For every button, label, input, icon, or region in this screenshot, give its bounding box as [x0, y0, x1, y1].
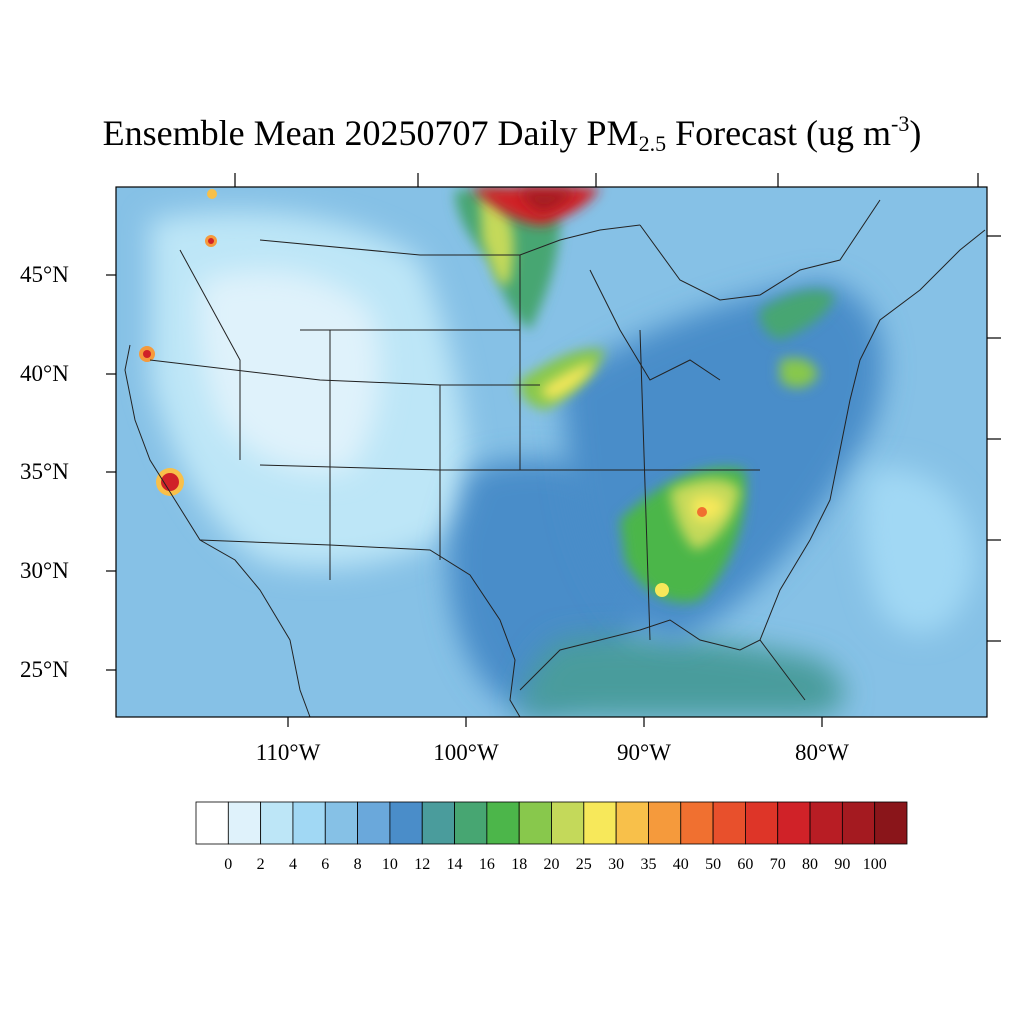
- lon-label: 100°W: [433, 740, 499, 765]
- colorbar-swatch: [809, 801, 843, 845]
- colorbar-swatch: [292, 801, 326, 845]
- lat-label: 35°N: [20, 459, 69, 484]
- colorbar-swatch: [486, 801, 520, 845]
- colorbar-swatch: [551, 801, 585, 845]
- boundary-lines: [124, 199, 986, 718]
- colorbar-label: 90: [834, 856, 851, 873]
- colorbar-label: 16: [478, 856, 495, 873]
- colorbar-label: 50: [705, 856, 722, 873]
- colorbar-swatch: [841, 801, 876, 845]
- colorbar-swatch: [745, 801, 779, 845]
- plot-frame: [115, 186, 988, 718]
- colorbar-label: 60: [737, 856, 754, 873]
- colorbar-label: 14: [446, 856, 463, 873]
- lat-label: 40°N: [20, 361, 69, 386]
- colorbar-swatch: [680, 801, 714, 845]
- title-superscript: -3: [891, 111, 910, 136]
- colorbar-swatch: [260, 801, 294, 845]
- colorbar-swatch: [712, 801, 746, 845]
- colorbar-swatch: [777, 801, 811, 845]
- map-title: Ensemble Mean 20250707 Daily PM2.5 Forec…: [0, 111, 1024, 156]
- colorbar-swatch: [357, 801, 391, 845]
- colorbar-label: 25: [575, 856, 592, 873]
- tick-marks: [106, 173, 1001, 727]
- title-prefix: Ensemble Mean 20250707 Daily PM: [102, 113, 639, 153]
- colorbar-label: 18: [511, 856, 528, 873]
- colorbar-swatch: [648, 801, 682, 845]
- colorbar-swatch: [227, 801, 262, 845]
- colorbar-label: 20: [543, 856, 560, 873]
- colorbar-label: 2: [256, 856, 265, 873]
- colorbar: [195, 801, 908, 845]
- colorbar-swatch: [195, 801, 229, 845]
- title-suffix: ): [909, 113, 922, 153]
- lat-label: 30°N: [20, 558, 69, 583]
- lon-label: 110°W: [255, 740, 321, 765]
- colorbar-label: 100: [862, 856, 887, 873]
- title-subscript: 2.5: [638, 131, 667, 156]
- colorbar-swatch: [518, 801, 552, 845]
- colorbar-swatch: [583, 801, 617, 845]
- colorbar-label: 10: [381, 856, 398, 873]
- lat-label: 45°N: [20, 262, 69, 287]
- colorbar-label: 12: [414, 856, 431, 873]
- colorbar-label: 4: [289, 856, 297, 873]
- colorbar-label: 40: [672, 856, 689, 873]
- colorbar-swatch: [454, 801, 488, 845]
- colorbar-swatch: [324, 801, 358, 845]
- colorbar-label: 70: [769, 856, 786, 873]
- colorbar-label: 35: [640, 856, 657, 873]
- colorbar-label: 8: [353, 856, 362, 873]
- colorbar-label: 80: [802, 856, 818, 873]
- colorbar-label: 30: [608, 856, 625, 873]
- lon-label: 90°W: [617, 740, 671, 765]
- lat-label: 25°N: [20, 657, 69, 682]
- colorbar-swatch: [421, 801, 455, 845]
- map-field: [116, 187, 987, 717]
- colorbar-label: 6: [321, 856, 330, 873]
- colorbar-swatch: [615, 801, 649, 845]
- lon-label: 80°W: [795, 740, 849, 765]
- colorbar-label: 0: [224, 856, 233, 873]
- colorbar-swatch: [874, 801, 908, 845]
- title-mid: Forecast (ug m: [666, 113, 892, 153]
- colorbar-swatch: [389, 801, 423, 845]
